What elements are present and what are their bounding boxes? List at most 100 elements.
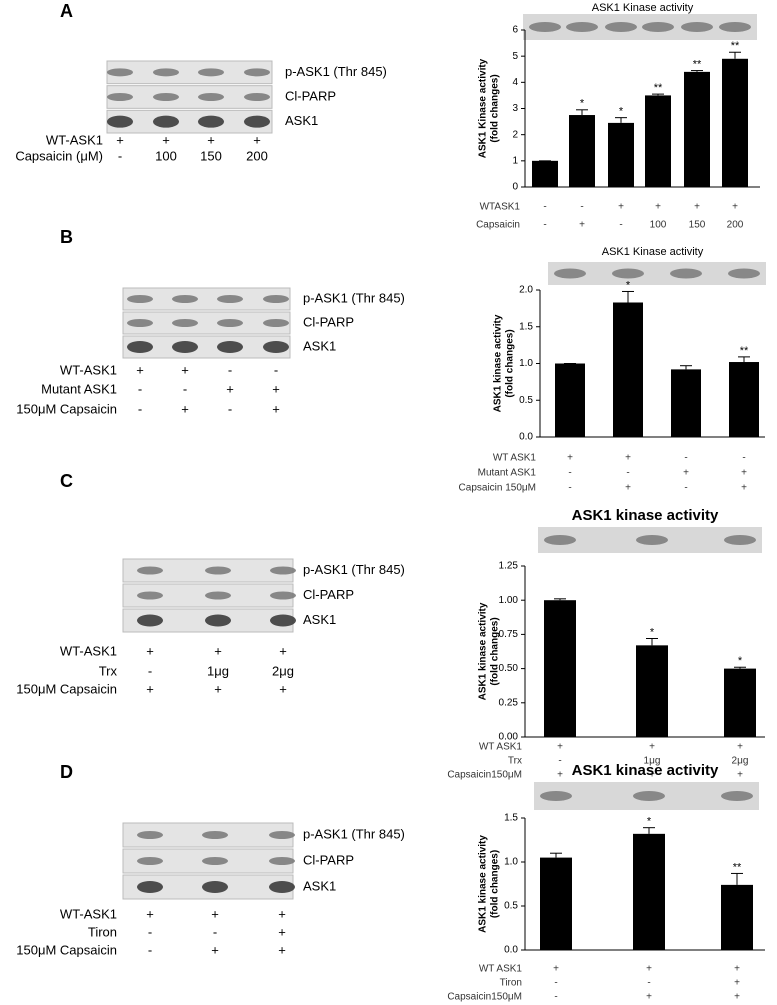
condition-value: + [278,906,286,921]
condition-value: + [557,742,563,753]
activity-band [612,268,644,279]
blot-band [270,566,296,575]
condition-label: WTASK1 [480,202,521,213]
blot-band [244,115,270,128]
blot-band [153,68,179,77]
condition-value: + [278,942,286,957]
activity-band [605,22,637,32]
blot-band [263,295,289,303]
blot-band [205,566,231,575]
condition-value: + [207,132,215,147]
activity-band [544,535,576,545]
chart-title: ASK1 kinase activity [572,507,719,524]
y-axis-label: ASK1 Kinase activity [478,58,489,158]
condition-label: 150μM Capsaicin [16,401,117,416]
condition-label: Capsaicin 150μM [459,483,536,494]
activity-band [721,791,753,801]
condition-value: - [148,663,152,678]
activity-band [554,268,586,279]
condition-value: + [618,202,624,213]
blot-band [269,881,295,893]
significance: ** [731,40,740,52]
significance: ** [654,82,663,94]
blot-band [107,68,133,77]
blot-band [137,857,163,865]
condition-label: WT-ASK1 [60,906,117,921]
condition-label: WT ASK1 [479,964,523,975]
condition-value: + [146,906,154,921]
y-tick-label: 0.0 [519,432,533,443]
band-label: p-ASK1 (Thr 845) [285,64,387,79]
y-tick-label: 0.25 [499,697,519,708]
blot-band [172,319,198,327]
condition-label: Trx [99,663,118,678]
condition-value: - [213,924,217,939]
bar [633,833,665,950]
condition-value: + [278,924,286,939]
bar [613,302,643,437]
band-label: ASK1 [303,878,336,893]
condition-value: 200 [727,220,744,231]
blot-band [127,341,153,353]
condition-value: + [226,381,234,396]
blot-band [198,93,224,101]
condition-value: + [136,362,144,377]
significance: * [626,279,631,291]
condition-value: + [279,681,287,696]
condition-label: Capsaicin150μM [447,770,522,781]
y-axis-label: (fold changes) [490,850,501,918]
y-axis-label: ASK1 kinase activity [478,835,489,933]
band-label: Cl-PARP [303,587,354,602]
condition-value: + [732,202,738,213]
condition-label: Capsaicin150μM [447,992,522,1003]
band-label: Cl-PARP [303,852,354,867]
condition-label: Capsaicin [476,220,520,231]
condition-value: + [737,742,743,753]
condition-value: + [737,770,743,781]
condition-value: + [553,964,559,975]
condition-value: + [557,770,563,781]
bar [724,668,756,737]
condition-value: + [734,978,740,989]
condition-label: Capsaicin (μM) [15,148,103,163]
condition-value: + [116,132,124,147]
condition-value: + [655,202,661,213]
significance: * [619,106,624,118]
band-label: ASK1 [303,612,336,627]
condition-value: + [279,643,287,658]
blot-band [244,68,270,77]
condition-value: - [554,978,557,989]
band-label: ASK1 [285,113,318,128]
y-tick-label: 1.5 [519,321,533,332]
blot-band [127,319,153,327]
blot-band [172,341,198,353]
condition-value: + [181,362,189,377]
blot-strip [122,311,291,335]
bar [540,857,572,950]
y-tick-label: 0.75 [499,629,519,640]
condition-value: 2μg [732,756,749,767]
condition-value: - [138,401,142,416]
band-label: p-ASK1 (Thr 845) [303,826,405,841]
chart-title: ASK1 kinase activity [572,762,719,779]
significance: ** [693,58,702,70]
chart-title: ASK1 Kinase activity [602,246,704,258]
y-tick-label: 1.5 [504,813,518,824]
bar [532,160,558,187]
condition-label: WT-ASK1 [46,132,103,147]
bar [721,884,753,950]
condition-label: 150μM Capsaicin [16,942,117,957]
condition-value: + [253,132,261,147]
y-tick-label: 0.0 [504,945,518,956]
condition-value: + [646,992,652,1003]
condition-value: - [228,401,232,416]
blot-strip [122,287,291,311]
condition-value: - [183,381,187,396]
condition-value: 100 [650,220,667,231]
significance: ** [733,861,742,873]
y-tick-label: 1.25 [499,561,519,572]
condition-value: - [684,483,687,494]
blot-band [269,831,295,839]
y-tick-label: 4 [512,77,518,88]
condition-value: - [619,220,622,231]
